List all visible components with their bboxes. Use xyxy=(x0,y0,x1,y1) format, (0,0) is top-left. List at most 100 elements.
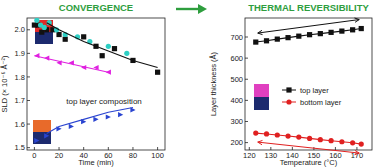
x-tick xyxy=(157,147,158,150)
data-point xyxy=(275,132,280,137)
data-point xyxy=(42,25,47,30)
data-point xyxy=(93,117,98,122)
data-point xyxy=(350,27,355,32)
arrow-shaft xyxy=(258,20,359,34)
data-point xyxy=(275,37,280,42)
data-point xyxy=(106,114,111,119)
y-tick-label: 2.0 xyxy=(15,25,25,34)
data-point xyxy=(339,28,344,33)
data-point xyxy=(329,30,334,35)
x-tick xyxy=(335,147,336,150)
data-point xyxy=(34,18,39,23)
plot-data xyxy=(32,18,160,143)
y-tick xyxy=(27,29,30,30)
x-tick xyxy=(249,147,250,150)
x-axis-title: Temperature (°C) xyxy=(280,158,338,167)
arrow-shaft xyxy=(258,142,359,153)
y-tick xyxy=(27,76,30,77)
sample-icon xyxy=(254,84,269,110)
data-point xyxy=(307,136,312,141)
y-tick-label: 1.5 xyxy=(15,143,25,152)
x-tick-label: 20 xyxy=(55,151,63,160)
data-point xyxy=(56,32,61,37)
x-tick-label: 130 xyxy=(265,151,278,160)
data-point xyxy=(100,53,105,58)
y-tick-label: 1.6 xyxy=(15,120,25,129)
y-tick-label: 600 xyxy=(230,54,243,63)
legend: top layer bottom layer xyxy=(282,86,342,107)
data-point xyxy=(81,34,86,39)
plot-data xyxy=(253,26,364,147)
y-tick-label: 400 xyxy=(230,96,243,105)
y-tick xyxy=(245,58,248,59)
arrow-head xyxy=(258,30,263,34)
figure: CONVERGENCE0204060801001.51.61.71.81.92.… xyxy=(0,0,378,167)
y-tick-label: 500 xyxy=(230,75,243,84)
chart-title: THERMAL REVERSIBILITY xyxy=(248,2,369,13)
legend-label: top layer xyxy=(300,86,329,95)
y-tick xyxy=(245,37,248,38)
data-point xyxy=(359,26,364,31)
x-tick xyxy=(108,147,109,150)
data-point xyxy=(39,30,44,35)
y-tick xyxy=(245,121,248,122)
legend-marker xyxy=(286,99,291,104)
y-tick xyxy=(27,100,30,101)
arrow-head xyxy=(354,18,359,22)
legend-marker xyxy=(286,87,291,92)
y-tick xyxy=(245,100,248,101)
series-line xyxy=(256,29,361,43)
y-tick xyxy=(27,124,30,125)
x-tick xyxy=(132,147,133,150)
data-point xyxy=(106,44,111,49)
x-tick-label: 80 xyxy=(129,151,137,160)
data-point xyxy=(112,46,117,51)
data-point xyxy=(318,31,323,36)
series-line xyxy=(47,108,133,134)
x-axis-title: Time (min) xyxy=(78,158,114,167)
data-point xyxy=(118,112,123,117)
layer-bottom xyxy=(33,132,51,144)
y-tick xyxy=(245,142,248,143)
data-point xyxy=(285,133,290,138)
x-tick xyxy=(292,147,293,150)
data-point xyxy=(253,131,258,136)
y-tick-label: 1.8 xyxy=(15,73,25,82)
x-tick-label: 120 xyxy=(243,151,256,160)
layer-top xyxy=(33,120,51,132)
layer-top xyxy=(254,84,269,97)
y-tick-label: 300 xyxy=(230,117,243,126)
series-line xyxy=(47,23,158,68)
series-line xyxy=(34,56,108,73)
x-tick xyxy=(34,147,35,150)
data-point xyxy=(285,35,290,40)
series-line xyxy=(256,133,361,144)
arrow-head xyxy=(258,140,263,144)
data-point xyxy=(253,39,258,44)
legend-label: bottom layer xyxy=(300,98,342,107)
data-point xyxy=(34,138,39,143)
data-point xyxy=(264,38,269,43)
arrow-shaft xyxy=(176,8,200,10)
x-tick-label: 0 xyxy=(32,151,36,160)
data-point xyxy=(329,138,334,143)
data-point xyxy=(307,32,312,37)
data-point xyxy=(124,51,129,56)
y-tick-label: 1.9 xyxy=(15,49,25,58)
y-tick-label: 1.7 xyxy=(15,96,25,105)
y-axis-title: Layer thickness (Å) xyxy=(209,51,218,116)
reversibility-arrow xyxy=(258,18,359,35)
data-point xyxy=(296,34,301,39)
data-point xyxy=(318,137,323,142)
x-tick xyxy=(270,147,271,150)
data-point xyxy=(339,139,344,144)
data-point xyxy=(155,70,160,75)
chart-title: CONVERGENCE xyxy=(59,2,133,13)
y-tick xyxy=(27,53,30,54)
y-tick xyxy=(245,79,248,80)
y-tick xyxy=(27,147,30,148)
x-tick xyxy=(356,147,357,150)
arrow-head xyxy=(355,150,360,154)
data-point xyxy=(69,124,74,129)
layer-bottom xyxy=(254,97,269,110)
